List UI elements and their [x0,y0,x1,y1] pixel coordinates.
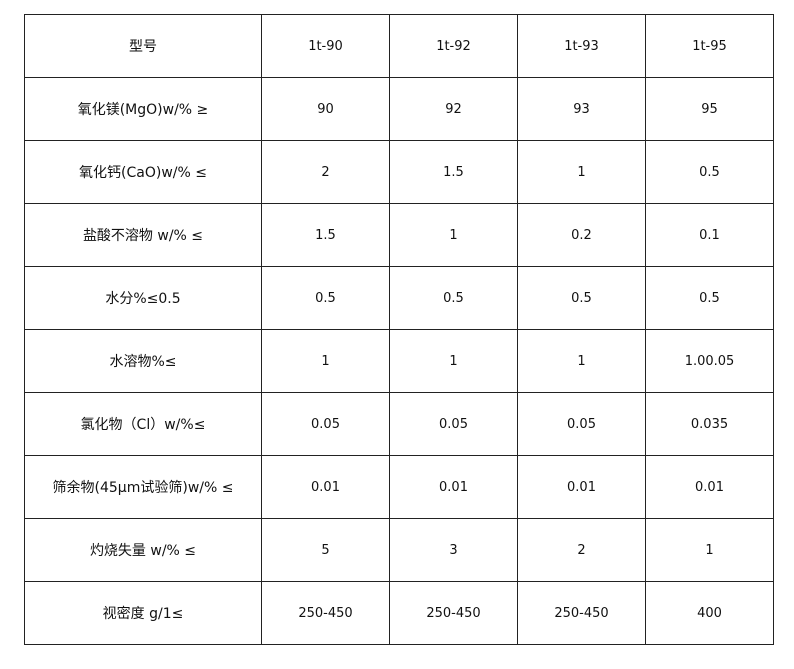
table-row: 水溶物%≤ 1 1 1 1.00.05 [24,329,774,393]
row-label-cell: 灼烧失量 w/% ≤ [24,518,262,582]
row-label-cell: 盐酸不溶物 w/% ≤ [24,203,262,267]
value-cell: 0.5 [645,140,774,204]
value-cell: 5 [261,518,390,582]
value-cell: 3 [389,518,518,582]
row-label-cell: 氯化物（Cl）w/%≤ [24,392,262,456]
row-label-cell: 水溶物%≤ [24,329,262,393]
value-cell: 400 [645,581,774,645]
row-label-cell: 视密度 g/1≤ [24,581,262,645]
value-cell: 2 [261,140,390,204]
value-cell: 1 [517,329,646,393]
value-cell: 0.5 [261,266,390,330]
header-cell-model: 型号 [24,14,262,78]
value-cell: 90 [261,77,390,141]
table-row: 水分%≤0.5 0.5 0.5 0.5 0.5 [24,266,774,330]
value-cell: 0.01 [389,455,518,519]
row-label-cell: 氧化钙(CaO)w/% ≤ [24,140,262,204]
value-cell: 0.01 [645,455,774,519]
value-cell: 0.01 [517,455,646,519]
value-cell: 1.00.05 [645,329,774,393]
row-label-cell: 筛余物(45μm试验筛)w/% ≤ [24,455,262,519]
table-row: 氯化物（Cl）w/%≤ 0.05 0.05 0.05 0.035 [24,392,774,456]
table-row: 筛余物(45μm试验筛)w/% ≤0.01 0.01 0.01 0.01 [24,455,774,519]
table-header-row: 型号 1t-90 1t-92 1t-93 1t-95 [24,14,774,78]
value-cell: 1 [261,329,390,393]
row-label-cell: 水分%≤0.5 [24,266,262,330]
table-row: 氧化镁(MgO)w/% ≥90 92 93 95 [24,77,774,141]
value-cell: 92 [389,77,518,141]
value-cell: 2 [517,518,646,582]
header-cell: 1t-93 [517,14,646,78]
header-cell: 1t-95 [645,14,774,78]
specification-table: 型号 1t-90 1t-92 1t-93 1t-95 氧化镁(MgO)w/% ≥… [24,14,774,645]
value-cell: 0.5 [389,266,518,330]
value-cell: 1.5 [261,203,390,267]
table-row: 视密度 g/1≤ 250-450 250-450 250-450 400 [24,581,774,645]
table-row: 灼烧失量 w/% ≤5 3 2 1 [24,518,774,582]
value-cell: 1 [645,518,774,582]
value-cell: 0.2 [517,203,646,267]
table-row: 氧化钙(CaO)w/% ≤2 1.5 1 0.5 [24,140,774,204]
value-cell: 0.5 [645,266,774,330]
value-cell: 0.5 [517,266,646,330]
value-cell: 0.1 [645,203,774,267]
value-cell: 0.05 [517,392,646,456]
value-cell: 95 [645,77,774,141]
value-cell: 1 [389,329,518,393]
value-cell: 0.01 [261,455,390,519]
value-cell: 250-450 [517,581,646,645]
value-cell: 1 [517,140,646,204]
value-cell: 250-450 [389,581,518,645]
value-cell: 1.5 [389,140,518,204]
value-cell: 0.05 [389,392,518,456]
value-cell: 1 [389,203,518,267]
header-cell: 1t-92 [389,14,518,78]
value-cell: 0.035 [645,392,774,456]
value-cell: 93 [517,77,646,141]
value-cell: 250-450 [261,581,390,645]
header-cell: 1t-90 [261,14,390,78]
value-cell: 0.05 [261,392,390,456]
table-row: 盐酸不溶物 w/% ≤1.5 1 0.2 0.1 [24,203,774,267]
row-label-cell: 氧化镁(MgO)w/% ≥ [24,77,262,141]
